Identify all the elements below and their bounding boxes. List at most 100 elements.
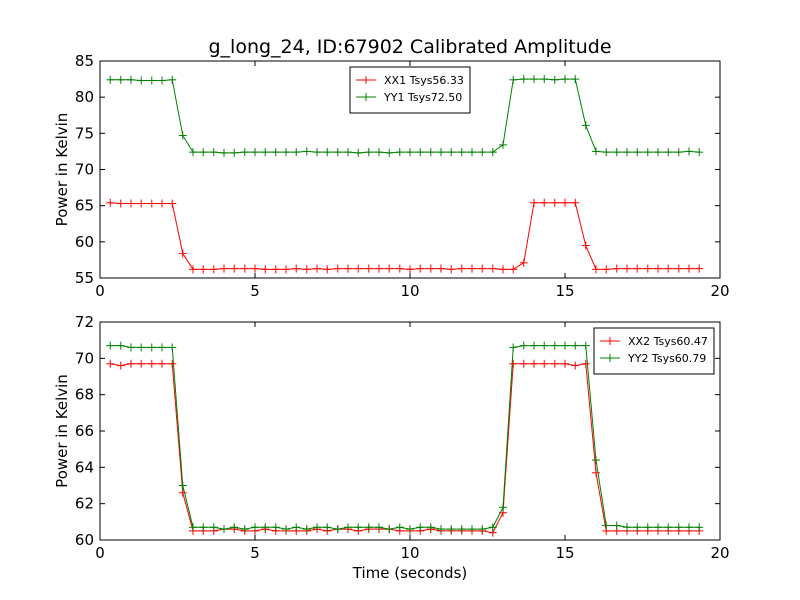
data-point-marker bbox=[323, 148, 332, 157]
data-point-marker bbox=[354, 523, 363, 532]
data-point-marker bbox=[240, 148, 249, 157]
data-point-marker bbox=[581, 341, 590, 350]
data-point-marker bbox=[561, 341, 569, 350]
data-point-marker bbox=[581, 241, 590, 250]
data-point-marker bbox=[426, 148, 435, 157]
data-point-marker bbox=[282, 148, 290, 157]
data-point-marker bbox=[447, 265, 456, 274]
data-point-marker bbox=[292, 523, 301, 532]
data-point-marker bbox=[509, 343, 518, 352]
data-point-marker bbox=[685, 264, 693, 273]
series-line bbox=[110, 78, 700, 154]
x-tick-label: 5 bbox=[250, 544, 260, 562]
data-point-marker bbox=[509, 265, 518, 274]
data-point-marker bbox=[447, 148, 456, 157]
data-point-marker bbox=[178, 131, 187, 140]
data-point-marker bbox=[447, 525, 456, 534]
data-point-marker bbox=[385, 264, 394, 273]
data-point-marker bbox=[230, 148, 239, 157]
data-point-marker bbox=[271, 265, 280, 274]
data-point-marker bbox=[581, 359, 590, 368]
data-point-marker bbox=[158, 199, 166, 208]
data-point-marker bbox=[612, 148, 621, 157]
data-point-marker bbox=[282, 525, 290, 534]
data-point-marker bbox=[271, 523, 280, 532]
data-point-marker bbox=[695, 264, 704, 273]
data-point-marker bbox=[685, 147, 693, 156]
data-point-marker bbox=[406, 265, 414, 274]
data-point-marker bbox=[106, 75, 115, 84]
data-point-marker bbox=[209, 523, 218, 532]
data-point-marker bbox=[550, 198, 559, 207]
data-point-marker bbox=[674, 148, 683, 157]
data-point-marker bbox=[488, 523, 497, 532]
data-point-marker bbox=[364, 523, 373, 532]
data-point-marker bbox=[147, 359, 156, 368]
data-point-marker bbox=[530, 341, 538, 350]
legend-entry: YY2 Tsys60.79 bbox=[600, 352, 706, 365]
legend-entry: XX1 Tsys56.33 bbox=[356, 74, 464, 87]
data-point-marker bbox=[561, 198, 569, 207]
legend-box bbox=[349, 66, 471, 114]
data-point-marker bbox=[571, 341, 580, 350]
legend: XX2 Tsys60.47 YY2 Tsys60.79 bbox=[593, 327, 715, 375]
data-point-marker bbox=[137, 199, 146, 208]
data-point-marker bbox=[509, 359, 518, 368]
y-axis-label: Power in Kelvin bbox=[53, 113, 71, 227]
legend-label: YY1 Tsys72.50 bbox=[383, 91, 462, 104]
legend-label: YY2 Tsys60.79 bbox=[627, 352, 706, 365]
data-point-marker bbox=[416, 264, 425, 273]
data-point-marker bbox=[220, 525, 228, 534]
data-point-marker bbox=[612, 264, 621, 273]
x-tick-label: 20 bbox=[710, 544, 729, 562]
data-point-marker bbox=[602, 148, 611, 157]
data-point-marker bbox=[592, 147, 600, 156]
data-point-marker bbox=[530, 198, 538, 207]
data-point-marker bbox=[571, 75, 580, 84]
data-point-marker bbox=[519, 359, 528, 368]
data-point-marker bbox=[406, 148, 414, 157]
data-point-marker bbox=[178, 481, 187, 490]
data-point-marker bbox=[261, 148, 270, 157]
data-point-marker bbox=[571, 198, 580, 207]
data-point-marker bbox=[561, 359, 569, 368]
data-point-marker bbox=[323, 523, 332, 532]
data-point-marker bbox=[633, 148, 642, 157]
data-point-marker bbox=[292, 148, 301, 157]
data-point-marker bbox=[147, 343, 156, 352]
x-tick-label: 0 bbox=[95, 282, 105, 300]
data-point-marker bbox=[271, 148, 280, 157]
data-point-marker bbox=[550, 359, 559, 368]
data-point-marker bbox=[571, 361, 580, 370]
data-point-marker bbox=[664, 523, 673, 532]
data-point-marker bbox=[375, 148, 383, 157]
data-point-marker bbox=[530, 359, 538, 368]
data-point-marker bbox=[189, 265, 197, 274]
data-point-marker bbox=[251, 523, 259, 532]
data-point-marker bbox=[313, 148, 321, 157]
data-point-marker bbox=[385, 148, 394, 157]
data-point-marker bbox=[158, 76, 166, 85]
data-point-marker bbox=[488, 264, 497, 273]
data-point-marker bbox=[354, 264, 363, 273]
data-point-marker bbox=[633, 264, 642, 273]
data-point-marker bbox=[488, 148, 497, 157]
y-tick-label: 72 bbox=[75, 313, 94, 331]
y-tick-label: 68 bbox=[75, 386, 94, 404]
y-tick-label: 60 bbox=[75, 531, 94, 549]
data-point-marker bbox=[685, 523, 693, 532]
data-point-marker bbox=[106, 341, 115, 350]
data-point-marker bbox=[137, 76, 146, 85]
y-tick-label: 85 bbox=[75, 52, 94, 70]
data-point-marker bbox=[654, 148, 662, 157]
data-point-marker bbox=[416, 523, 425, 532]
data-point-marker bbox=[654, 264, 662, 273]
data-point-marker bbox=[509, 75, 518, 84]
legend-label: XX2 Tsys60.47 bbox=[628, 335, 708, 348]
data-point-marker bbox=[592, 468, 600, 477]
data-point-marker bbox=[116, 75, 125, 84]
data-point-marker bbox=[468, 525, 476, 534]
data-point-marker bbox=[302, 265, 311, 274]
y-tick-label: 64 bbox=[75, 458, 94, 476]
